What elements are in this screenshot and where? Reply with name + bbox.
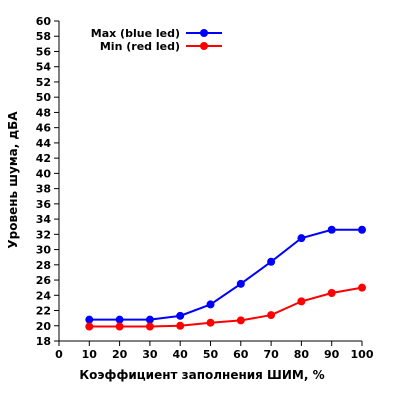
y-tick-label: 20 [36,320,52,333]
y-tick-label: 22 [36,305,51,318]
x-tick-label: 10 [82,348,98,361]
data-point [145,315,154,324]
data-point [85,322,94,331]
x-tick-label: 90 [324,348,340,361]
series-line [89,228,362,321]
legend-label: Max (blue led) [91,27,180,40]
y-tick-label: 56 [36,45,52,58]
x-tick-label: 0 [55,348,63,361]
x-tick-label: 50 [203,348,219,361]
series-1 [85,225,366,324]
x-tick-label: 80 [294,348,310,361]
y-tick-label: 46 [36,122,52,135]
data-point [358,225,366,234]
x-tick-label: 20 [112,348,128,361]
y-tick-label: 32 [36,228,51,241]
y-tick-label: 28 [36,259,51,272]
legend-swatch-marker [200,29,208,37]
series-line [89,286,363,328]
data-point [327,225,336,234]
data-point [176,321,185,330]
data-point [297,234,306,243]
x-tick-label: 30 [142,348,158,361]
y-tick-label: 52 [36,76,51,89]
y-tick-label: 30 [36,244,52,257]
data-point [236,279,245,288]
data-point [358,283,366,292]
y-tick-label: 50 [36,91,52,104]
data-point [145,322,154,331]
y-tick-label: 18 [36,335,51,348]
series-2 [85,283,366,331]
data-point [267,311,276,320]
y-tick-label: 54 [36,61,52,74]
y-tick-label: 42 [36,152,51,165]
tick-labels: 0 10 20 30 40 50 60 70 80 90 100 18 20 22 24 26 28 30 32 34… [36,15,374,361]
data-point [115,315,124,324]
data-point [85,315,94,324]
axes [54,20,363,346]
y-tick-label: 44 [36,137,52,150]
y-tick-label: 40 [36,167,52,180]
data-point [206,318,215,327]
data-point [327,289,336,297]
x-tick-label: 70 [263,348,279,361]
data-point [297,297,306,306]
data-point [267,257,276,266]
data-point [206,300,215,309]
y-tick-label: 48 [36,106,51,119]
data-point [176,311,185,320]
y-tick-label: 60 [36,15,52,28]
x-tick-label: 60 [233,348,249,361]
y-tick-label: 38 [36,183,51,196]
x-tick-label: 100 [351,348,374,361]
x-tick-label: 40 [173,348,189,361]
x-axis-label: Коэффициент заполнения ШИМ, % [79,368,324,382]
y-tick-label: 34 [36,213,52,226]
y-tick-label: 58 [36,30,51,43]
y-axis-label: Уровень шума, дБА [6,111,20,249]
data-point [236,316,245,325]
legend: Max (blue led)Min (red led) [91,27,222,53]
data-point [115,322,124,331]
y-tick-label: 26 [36,274,52,287]
legend-swatch-marker [200,42,208,50]
y-tick-label: 24 [36,289,52,302]
legend-label: Min (red led) [100,40,180,53]
series-group [85,225,366,331]
y-tick-label: 36 [36,198,52,211]
